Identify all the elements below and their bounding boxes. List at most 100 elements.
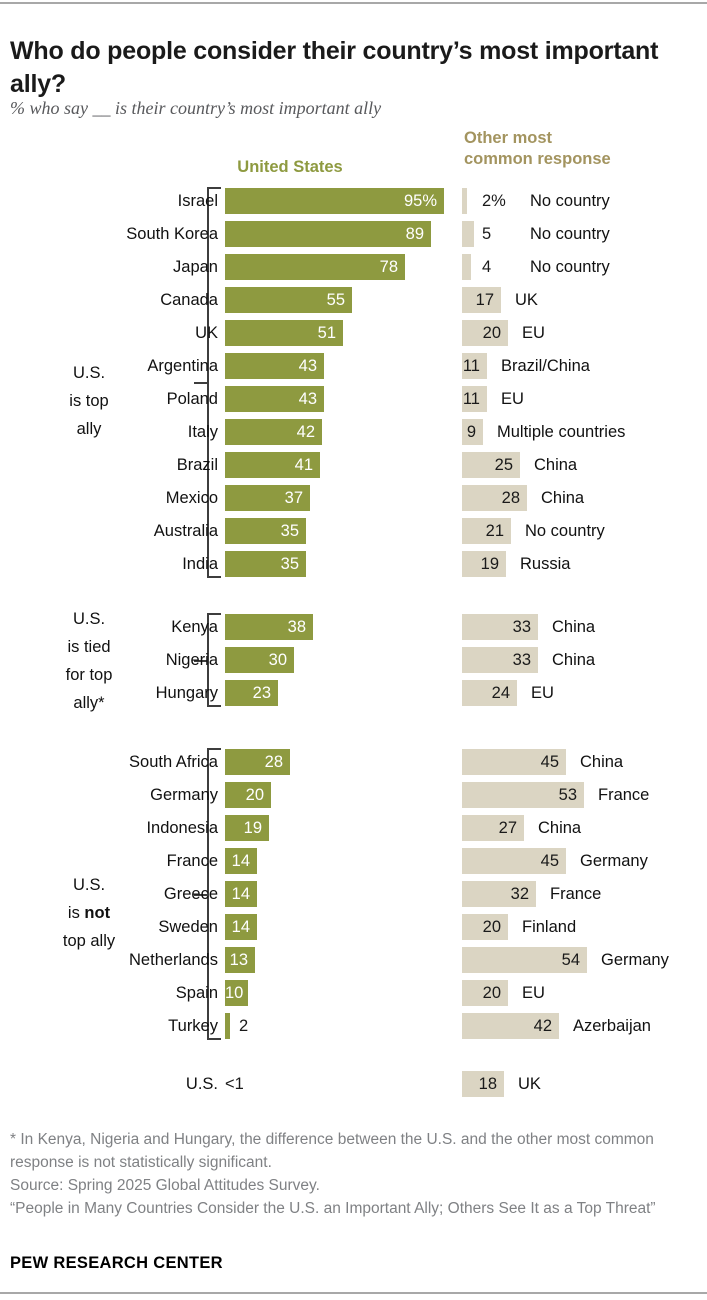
country-label: Kenya (171, 618, 218, 636)
chart-row-brazil: Brazil 41 25 China (0, 449, 707, 482)
us-bar: 89 (225, 221, 431, 247)
us-bar: 78 (225, 254, 405, 280)
group-label-text: is top (69, 392, 109, 410)
other-bar: 42 (462, 1013, 559, 1039)
us-bar: 10 (225, 980, 248, 1006)
country-label: Greece (163, 885, 218, 903)
country-label: Turkey (168, 1017, 218, 1035)
other-value: 33 (512, 651, 531, 669)
us-value: 41 (294, 456, 313, 474)
chart-row-italy: Italy 42 9 Multiple countries (0, 416, 707, 449)
chart-row-turkey: Turkey 2 42 Azerbaijan (0, 1010, 707, 1043)
us-bar: 20 (225, 782, 271, 808)
other-response-label: China (580, 753, 624, 771)
country-label: Germany (150, 786, 218, 804)
chart-row-india: India 35 19 Russia (0, 548, 707, 581)
other-value: 33 (512, 618, 531, 636)
other-value: 20 (482, 984, 501, 1002)
chart-row-germany: Germany 20 53 France (0, 779, 707, 812)
column-header-other-response: Other most common response (464, 128, 644, 170)
other-response-label: China (541, 489, 585, 507)
country-label: U.S. (185, 1075, 218, 1093)
other-response-label: No country (530, 225, 610, 243)
other-value: 45 (540, 753, 559, 771)
group-label-text: ally* (73, 693, 105, 712)
us-bar: 38 (225, 614, 313, 640)
us-value: 14 (231, 918, 250, 936)
report-title-line: “People in Many Countries Consider the U… (10, 1200, 656, 1217)
other-response-label: EU (522, 984, 545, 1002)
group-bracket-tick (194, 893, 208, 896)
us-bar: 35 (225, 518, 306, 544)
pew-research-center-wordmark: PEW RESEARCH CENTER (10, 1254, 223, 1272)
other-value: 11 (462, 390, 480, 408)
other-bar: 21 (462, 518, 511, 544)
us-bar: 14 (225, 881, 257, 907)
other-response-label: China (552, 651, 596, 669)
country-label: Nigeria (165, 651, 218, 669)
other-value: 54 (561, 951, 580, 969)
chart-row-mexico: Mexico 37 28 China (0, 482, 707, 515)
us-value: 14 (231, 852, 250, 870)
other-response-label: France (550, 885, 602, 903)
group-label-text: U.S. (72, 609, 106, 628)
us-bar: 30 (225, 647, 294, 673)
us-bar: 42 (225, 419, 322, 445)
us-value: 10 (225, 984, 244, 1002)
other-response-label: Germany (601, 951, 669, 969)
other-response-label: UK (518, 1075, 541, 1093)
other-response-label: No country (530, 192, 610, 210)
group-bracket (207, 748, 221, 1040)
chart-row-australia: Australia 35 21 No country (0, 515, 707, 548)
country-label: Israel (177, 192, 218, 210)
chart-row-nigeria: Nigeria 30 33 China (0, 644, 707, 677)
us-value: 20 (245, 786, 264, 804)
country-label: Canada (160, 291, 218, 309)
us-value: 30 (268, 651, 287, 669)
chart-row-uk: UK 51 20 EU (0, 317, 707, 350)
other-response-label: EU (522, 324, 545, 342)
top-divider (0, 2, 707, 4)
other-bar: 20 (462, 980, 508, 1006)
bottom-divider (0, 1292, 707, 1294)
us-value: 14 (231, 885, 250, 903)
other-bar (462, 221, 474, 247)
us-value: 35 (280, 555, 299, 573)
group-label-text: U.S. (72, 364, 106, 382)
country-label: South Africa (129, 753, 218, 771)
other-bar: 45 (462, 848, 566, 874)
country-label: Mexico (165, 489, 218, 507)
group-label-text: is (67, 903, 85, 922)
us-value: 28 (264, 753, 283, 771)
other-bar: 53 (462, 782, 584, 808)
group-label: U.S. is tied for top ally* (0, 605, 178, 717)
group-label: U.S. is not top ally (0, 871, 178, 955)
us-value: 51 (317, 324, 336, 342)
us-value: 38 (287, 618, 306, 636)
chart-row-south-korea: South Korea 89 5 No country (0, 218, 707, 251)
us-value: 19 (243, 819, 262, 837)
other-response-label: UK (515, 291, 538, 309)
other-header-line1: Other most (464, 129, 553, 147)
us-bar: 95% (225, 188, 444, 214)
country-label: Italy (187, 423, 218, 441)
other-bar: 9 (462, 419, 483, 445)
us-bar: 43 (225, 386, 324, 412)
other-value: 42 (533, 1017, 552, 1035)
group-label: U.S. is top ally (0, 359, 178, 443)
other-value: 21 (485, 522, 504, 540)
other-response-label: No country (525, 522, 605, 540)
us-bar (225, 1013, 230, 1039)
us-value: <1 (225, 1075, 244, 1093)
us-bar: 51 (225, 320, 343, 346)
us-bar: 23 (225, 680, 278, 706)
chart-row-hungary: Hungary 23 24 EU (0, 677, 707, 710)
other-value: 20 (482, 918, 501, 936)
country-label: Sweden (158, 918, 218, 936)
country-label: France (166, 852, 218, 870)
us-value: 37 (284, 489, 303, 507)
us-bar: 35 (225, 551, 306, 577)
group-label-text: for top (65, 665, 113, 684)
other-bar: 11 (462, 353, 487, 379)
chart-row-israel: Israel 95% 2% No country (0, 185, 707, 218)
